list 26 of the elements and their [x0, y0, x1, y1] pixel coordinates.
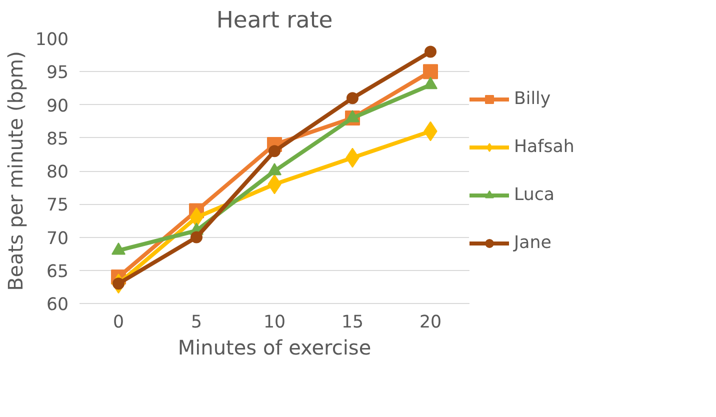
- y-axis-title: Beats per minute (bpm): [3, 51, 28, 291]
- y-tick-label: 80: [46, 162, 69, 182]
- point: [424, 46, 436, 58]
- chart-title: Heart rate: [216, 8, 333, 34]
- x-axis-title: Minutes of exercise: [178, 336, 372, 360]
- x-tick-label: 10: [263, 312, 286, 332]
- y-tick-label: 90: [46, 96, 69, 116]
- legend-label: Luca: [514, 184, 554, 204]
- y-tick-label: 100: [35, 30, 69, 50]
- legend-label: Hafsah: [514, 136, 574, 156]
- y-tick-label: 95: [46, 63, 69, 84]
- x-tick-label: 20: [419, 312, 442, 332]
- point: [423, 64, 438, 80]
- point: [190, 231, 202, 244]
- x-tick-label: 0: [112, 312, 124, 332]
- y-tick-label: 75: [46, 196, 69, 216]
- y-tick-label: 70: [46, 228, 69, 249]
- x-tick-label: 5: [190, 312, 202, 332]
- point: [346, 92, 358, 104]
- legend-label: Billy: [514, 88, 551, 108]
- y-tick-label: 65: [46, 262, 69, 282]
- y-tick-label: 85: [46, 129, 69, 150]
- x-tick-label: 15: [341, 312, 364, 332]
- point: [268, 145, 280, 158]
- legend-label: Jane: [514, 232, 552, 252]
- y-tick-label: 60: [46, 295, 69, 315]
